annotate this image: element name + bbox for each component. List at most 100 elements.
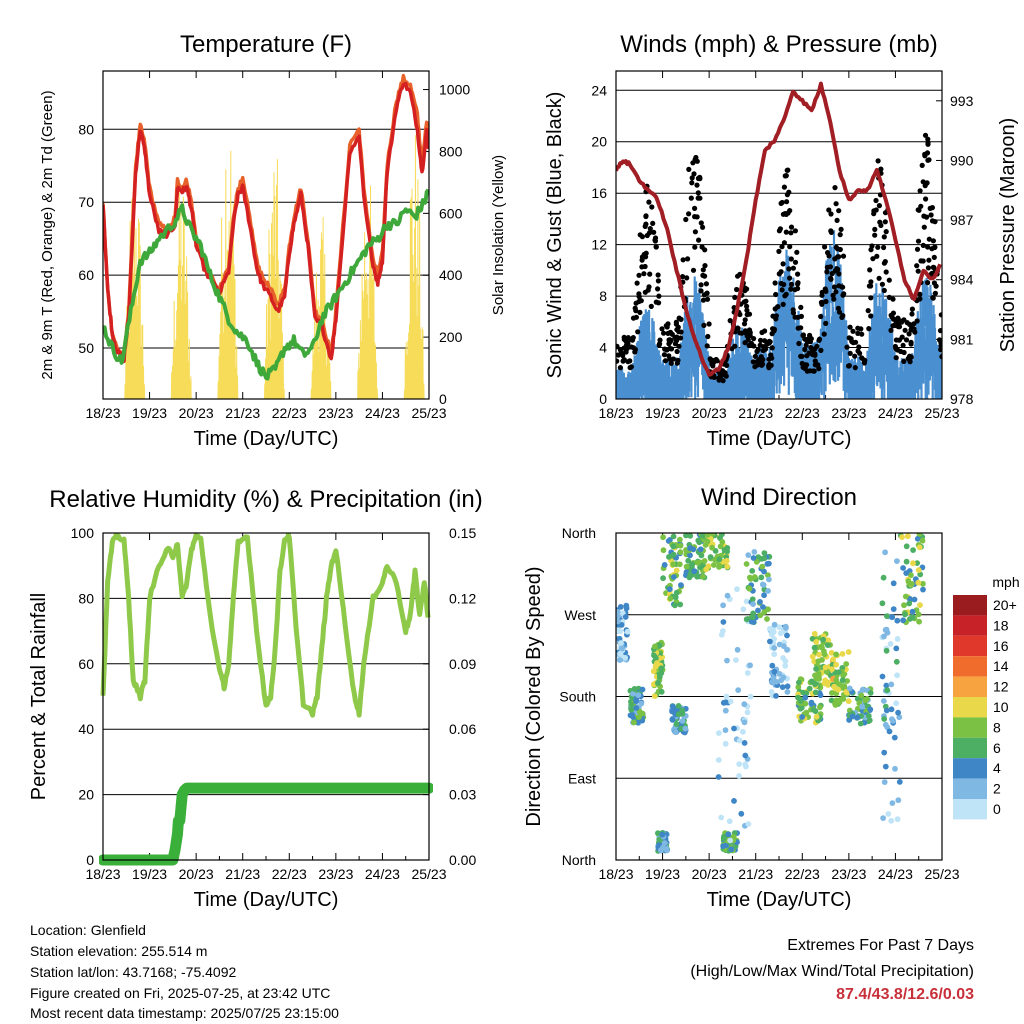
- direction-point: [654, 660, 660, 666]
- gust-point: [676, 343, 682, 349]
- direction-point: [691, 568, 698, 575]
- direction-point: [784, 646, 790, 653]
- gust-point: [816, 366, 822, 372]
- gust-point: [674, 348, 680, 355]
- direction-point: [722, 740, 729, 747]
- gust-point: [787, 275, 793, 281]
- direction-point: [833, 677, 840, 684]
- gust-point: [704, 343, 710, 349]
- gust-point: [695, 190, 701, 196]
- gust-point: [915, 268, 921, 274]
- gust-point: [747, 333, 753, 339]
- gust-point: [637, 232, 643, 238]
- gust-point: [680, 274, 686, 280]
- direction-point: [709, 533, 716, 537]
- direction-point: [669, 716, 676, 723]
- gust-point: [627, 365, 633, 371]
- gust-point: [939, 354, 942, 360]
- gust-point: [779, 199, 785, 206]
- direction-point: [672, 602, 678, 609]
- direction-point: [742, 752, 749, 759]
- direction-point: [676, 561, 683, 568]
- gust-point: [649, 204, 655, 210]
- direction-point: [666, 554, 672, 560]
- direction-point: [710, 562, 717, 568]
- y-right-tick-label: 978: [950, 391, 974, 407]
- direction-point: [765, 606, 771, 613]
- legend-swatch: [953, 615, 987, 636]
- direction-point: [687, 552, 693, 559]
- gust-point: [686, 211, 692, 217]
- gust-point: [742, 317, 748, 323]
- gust-point: [917, 188, 923, 194]
- gust-point: [669, 331, 675, 337]
- direction-point: [776, 624, 783, 631]
- gust-point: [784, 192, 791, 198]
- gust-point: [617, 365, 624, 371]
- gust-point: [917, 296, 923, 302]
- direction-point: [722, 727, 729, 734]
- direction-point: [796, 679, 802, 686]
- direction-point: [909, 614, 916, 621]
- gust-point: [847, 324, 853, 330]
- gust-point: [837, 232, 843, 238]
- y-axis-label: 2m & 9m T (Red, Orange) & 2m Td (Green): [39, 90, 56, 379]
- legend-swatch: [953, 758, 987, 779]
- gust-point: [751, 336, 757, 342]
- direction-point: [741, 740, 748, 746]
- direction-point: [677, 542, 684, 549]
- plot-frame: [615, 70, 943, 400]
- direction-point: [719, 539, 726, 545]
- direction-point: [817, 704, 823, 711]
- direction-point: [686, 574, 693, 581]
- gust-point: [656, 293, 662, 299]
- gust-point: [689, 175, 695, 181]
- gust-point: [647, 271, 653, 277]
- direction-point: [700, 562, 706, 569]
- direction-point: [784, 683, 791, 690]
- gust-point: [916, 207, 922, 213]
- legend-swatch: [953, 737, 987, 759]
- gust-point: [758, 337, 764, 343]
- gust-point: [876, 203, 883, 209]
- gust-point: [886, 277, 892, 283]
- direction-point: [673, 721, 680, 728]
- gust-point: [790, 307, 796, 313]
- x-tick-label: 22/23: [272, 405, 307, 421]
- direction-point: [891, 734, 898, 741]
- direction-point: [619, 645, 625, 652]
- direction-point: [741, 719, 748, 726]
- gust-point: [651, 229, 657, 235]
- direction-point: [753, 558, 760, 565]
- gust-point: [732, 294, 738, 300]
- direction-point: [722, 699, 729, 706]
- direction-point: [916, 533, 923, 537]
- direction-point: [920, 586, 926, 593]
- x-tick-label: 20/23: [692, 866, 727, 882]
- direction-point: [617, 657, 623, 663]
- gust-point: [835, 246, 841, 252]
- gust-point: [877, 219, 883, 225]
- gust-point: [670, 356, 677, 362]
- gust-point: [776, 248, 782, 254]
- gust-point: [633, 308, 639, 314]
- gust-point: [937, 328, 942, 334]
- gust-point: [734, 286, 740, 293]
- plot-frame: [102, 70, 430, 400]
- chart-title: Winds (mph) & Pressure (mb): [620, 31, 937, 58]
- gust-point: [855, 330, 861, 336]
- direction-point: [905, 578, 912, 585]
- direction-point: [720, 843, 727, 850]
- x-tick-label: 21/23: [738, 866, 773, 882]
- direction-point: [757, 612, 764, 619]
- direction-point: [716, 730, 722, 736]
- gust-point: [914, 318, 920, 324]
- direction-point: [902, 593, 909, 600]
- direction-point: [890, 580, 897, 587]
- direction-point: [771, 651, 778, 658]
- gust-point: [818, 347, 824, 353]
- x-tick-label: 22/23: [785, 866, 820, 882]
- direction-point: [843, 661, 850, 667]
- direction-point: [675, 703, 682, 709]
- gust-point: [622, 337, 628, 343]
